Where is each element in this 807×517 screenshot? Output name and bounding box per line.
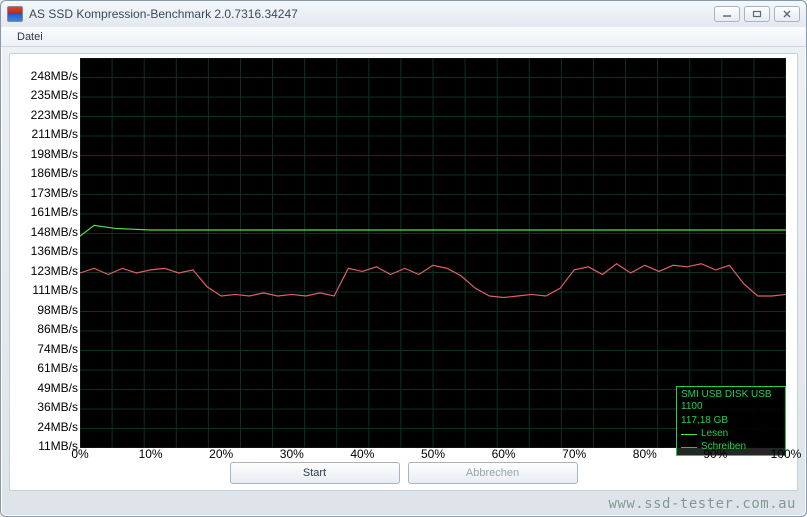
- legend-read-label: Lesen: [701, 428, 728, 440]
- y-tick-label: 86MB/s: [37, 322, 78, 336]
- x-tick-label: 90%: [703, 447, 727, 461]
- y-tick-label: 61MB/s: [37, 361, 78, 375]
- titlebar[interactable]: AS SSD Kompression-Benchmark 2.0.7316.34…: [1, 1, 806, 27]
- menubar: Datei: [1, 27, 806, 47]
- app-window: AS SSD Kompression-Benchmark 2.0.7316.34…: [0, 0, 807, 517]
- start-button[interactable]: Start: [230, 462, 400, 484]
- watermark: www.ssd-tester.com.au: [608, 496, 796, 512]
- legend-device-line1: SMI USB DISK USB: [681, 389, 781, 401]
- x-axis-labels: 0%10%20%30%40%50%60%70%80%90%100%: [80, 447, 786, 463]
- y-tick-label: 148MB/s: [31, 225, 78, 239]
- y-tick-label: 223MB/s: [31, 108, 78, 122]
- y-axis-labels: 248MB/s 235MB/s 223MB/s 211MB/s 198MB/s 186MB…: [20, 56, 78, 456]
- legend-capacity: 117,18 GB: [681, 415, 781, 427]
- y-tick-label: 198MB/s: [31, 147, 78, 161]
- y-tick-label: 36MB/s: [37, 400, 78, 414]
- y-tick-label: 111MB/s: [32, 283, 78, 297]
- y-tick-label: 49MB/s: [37, 381, 78, 395]
- legend-device-line2: 1100: [681, 401, 781, 413]
- x-tick-label: 60%: [492, 447, 516, 461]
- app-icon: [7, 6, 23, 22]
- legend-read-swatch: [681, 434, 697, 435]
- y-tick-label: 173MB/s: [31, 186, 78, 200]
- x-tick-label: 50%: [421, 447, 445, 461]
- y-tick-label: 235MB/s: [31, 88, 78, 102]
- y-tick-label: 74MB/s: [37, 342, 78, 356]
- menu-file[interactable]: Datei: [9, 29, 51, 45]
- maximize-button[interactable]: [744, 6, 770, 22]
- y-tick-label: 186MB/s: [31, 166, 78, 180]
- y-tick-label: 161MB/s: [31, 205, 78, 219]
- x-tick-label: 100%: [771, 447, 802, 461]
- content-panel: 248MB/s 235MB/s 223MB/s 211MB/s 198MB/s 186MB…: [9, 53, 798, 491]
- y-tick-label: 123MB/s: [31, 264, 78, 278]
- chart-background: SMI USB DISK USB 1100 117,18 GB Lesen Sc…: [80, 58, 786, 448]
- x-tick-label: 20%: [209, 447, 233, 461]
- y-tick-label: 24MB/s: [37, 420, 78, 434]
- y-tick-label: 98MB/s: [37, 303, 78, 317]
- x-tick-label: 30%: [280, 447, 304, 461]
- y-tick-label: 248MB/s: [31, 69, 78, 83]
- legend-read-row: Lesen: [681, 428, 781, 440]
- legend-box: SMI USB DISK USB 1100 117,18 GB Lesen Sc…: [676, 386, 786, 456]
- y-tick-label: 136MB/s: [31, 244, 78, 258]
- y-tick-label: 211MB/s: [32, 127, 78, 141]
- cancel-button[interactable]: Abbrechen: [408, 462, 578, 484]
- chart-area: SMI USB DISK USB 1100 117,18 GB Lesen Sc…: [80, 58, 786, 460]
- x-tick-label: 70%: [562, 447, 586, 461]
- close-button[interactable]: [774, 6, 800, 22]
- window-controls: [714, 6, 800, 22]
- x-tick-label: 40%: [350, 447, 374, 461]
- x-tick-label: 10%: [139, 447, 163, 461]
- window-title: AS SSD Kompression-Benchmark 2.0.7316.34…: [29, 7, 714, 21]
- x-tick-label: 0%: [71, 447, 88, 461]
- button-bar: Start Abbrechen: [10, 462, 797, 484]
- x-tick-label: 80%: [633, 447, 657, 461]
- minimize-button[interactable]: [714, 6, 740, 22]
